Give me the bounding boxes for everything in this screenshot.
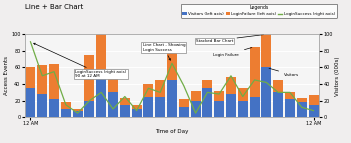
Y-axis label: Visitors (000s): Visitors (000s)	[335, 56, 340, 96]
Bar	[250, 97, 259, 117]
Bar	[203, 88, 212, 117]
Bar	[309, 105, 318, 117]
Bar	[226, 78, 236, 94]
Bar	[214, 101, 224, 117]
Bar	[214, 91, 224, 101]
Bar	[191, 91, 200, 101]
Text: Line + Bar Chart: Line + Bar Chart	[25, 4, 83, 10]
Text: Login Failure: Login Failure	[213, 47, 252, 57]
Bar	[155, 97, 165, 117]
Bar	[285, 92, 295, 99]
Bar	[37, 65, 47, 94]
Bar	[250, 47, 259, 97]
Bar	[191, 101, 200, 117]
Bar	[132, 109, 141, 117]
Bar	[96, 5, 106, 72]
Bar	[285, 99, 295, 117]
Text: Stacked Bar Chart: Stacked Bar Chart	[196, 35, 264, 43]
Bar	[85, 55, 94, 101]
Bar	[238, 88, 248, 101]
Bar	[26, 67, 35, 88]
Text: LoginSuccess (right axis)
90 at 12 AM: LoginSuccess (right axis) 90 at 12 AM	[34, 43, 126, 79]
Bar	[108, 92, 118, 117]
Bar	[261, 67, 271, 117]
Bar	[37, 94, 47, 117]
Bar	[144, 84, 153, 97]
Bar	[273, 92, 283, 117]
Bar	[238, 101, 248, 117]
Bar	[26, 88, 35, 117]
Bar	[120, 105, 130, 117]
Bar	[61, 102, 71, 109]
Y-axis label: Access Events: Access Events	[4, 56, 9, 95]
Text: Visitors: Visitors	[269, 68, 299, 77]
Bar	[203, 80, 212, 88]
Text: Line Chart - Showing
Login Success: Line Chart - Showing Login Success	[143, 43, 185, 60]
Bar	[167, 51, 177, 80]
Legend: Visitors (left axis), LoginFailure (left axis), LoginSuccess (right axis): Visitors (left axis), LoginFailure (left…	[181, 4, 337, 18]
Bar	[73, 109, 82, 111]
Bar	[261, 34, 271, 67]
Bar	[309, 95, 318, 105]
Bar	[96, 72, 106, 117]
Bar	[73, 111, 82, 117]
Bar	[144, 97, 153, 117]
Bar	[49, 99, 59, 117]
Bar	[179, 99, 189, 107]
Bar	[49, 64, 59, 99]
Bar	[179, 107, 189, 117]
Bar	[108, 78, 118, 92]
X-axis label: Time of Day: Time of Day	[155, 129, 189, 134]
Bar	[273, 80, 283, 92]
Bar	[155, 80, 165, 97]
Bar	[61, 109, 71, 117]
Bar	[226, 94, 236, 117]
Bar	[297, 98, 307, 102]
Bar	[120, 98, 130, 105]
Bar	[132, 105, 141, 109]
Bar	[297, 102, 307, 117]
Bar	[167, 80, 177, 117]
Bar	[85, 101, 94, 117]
